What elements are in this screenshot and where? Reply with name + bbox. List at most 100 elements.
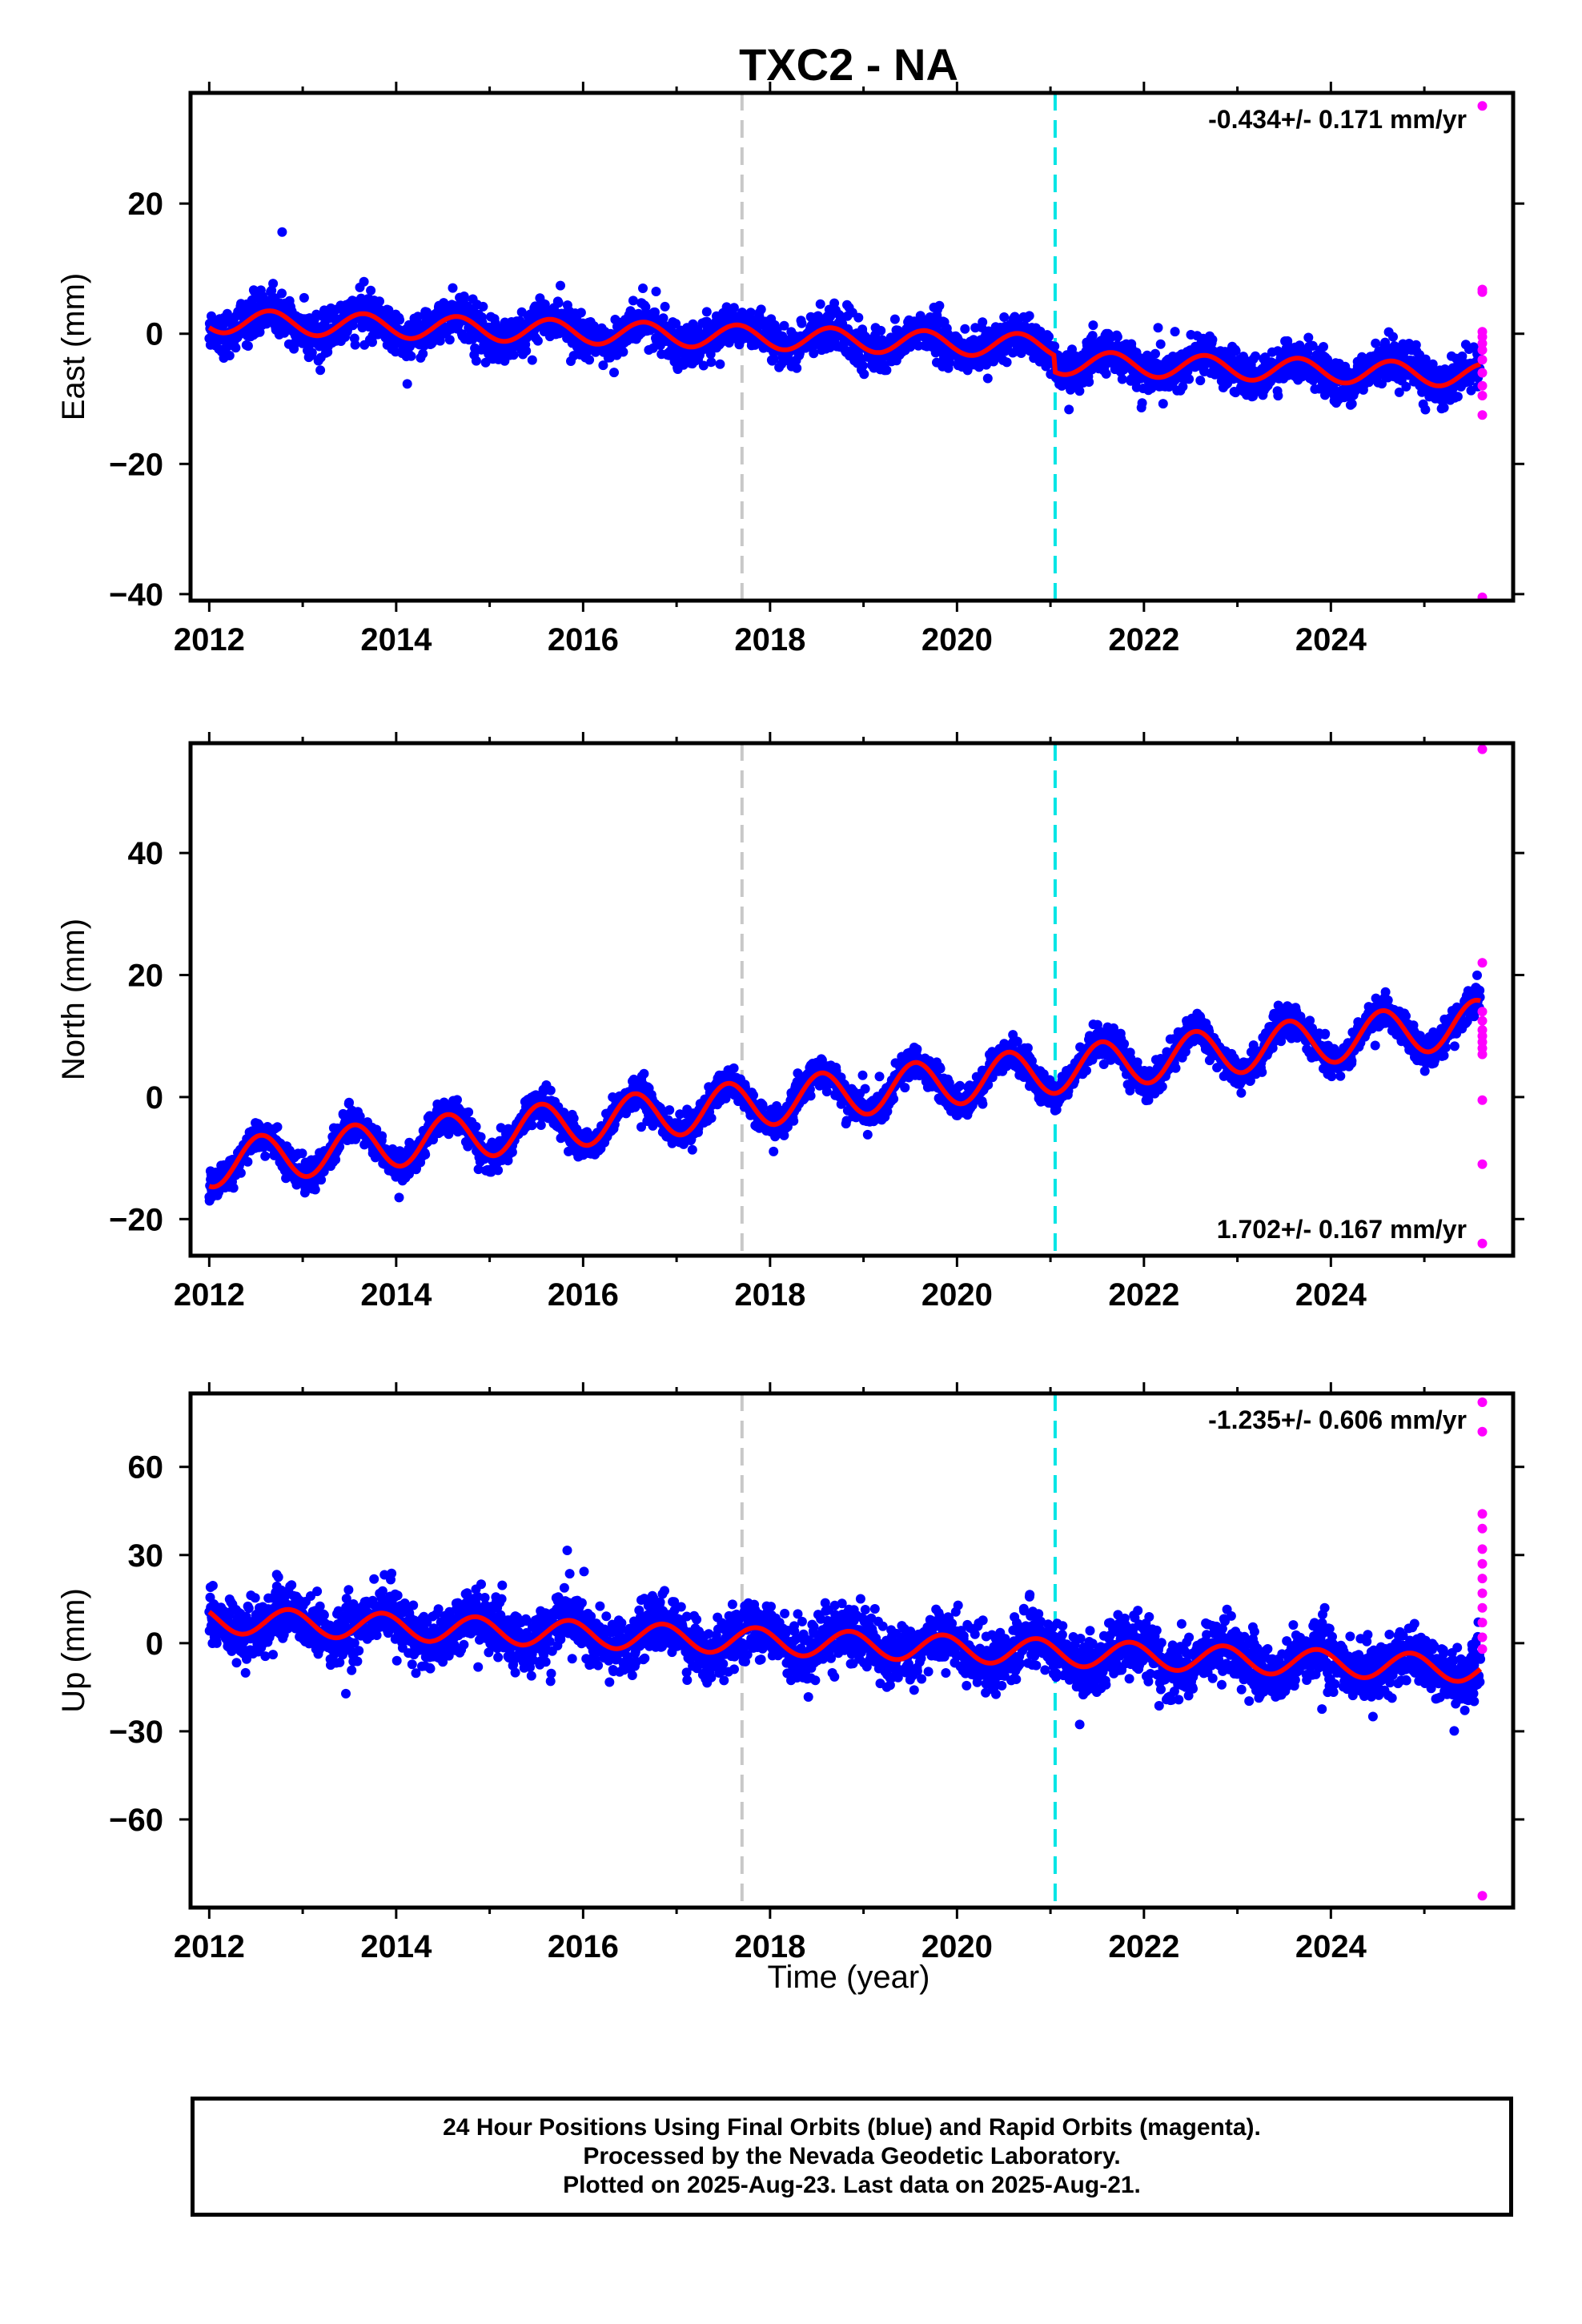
plot-area bbox=[204, 743, 1488, 1256]
final-orbit-point bbox=[1050, 341, 1060, 352]
final-orbit-point bbox=[231, 343, 241, 353]
final-orbit-point bbox=[444, 335, 455, 345]
final-orbit-point bbox=[639, 1068, 649, 1079]
final-orbit-point bbox=[297, 1148, 307, 1159]
final-orbit-point bbox=[316, 1175, 327, 1185]
final-orbit-point bbox=[1170, 327, 1180, 337]
final-orbit-point bbox=[228, 1183, 239, 1193]
final-orbit-point bbox=[260, 1151, 271, 1161]
final-orbit-points bbox=[204, 227, 1486, 415]
rapid-orbit-point bbox=[1477, 287, 1488, 297]
final-orbit-point bbox=[418, 348, 428, 359]
final-orbit-point bbox=[1112, 332, 1122, 342]
final-orbit-point bbox=[853, 312, 864, 323]
final-orbit-point bbox=[331, 1155, 341, 1164]
rapid-orbit-points bbox=[1477, 101, 1488, 601]
final-orbit-point bbox=[420, 1149, 431, 1160]
final-orbit-point bbox=[618, 347, 628, 357]
final-orbit-point bbox=[1439, 403, 1449, 413]
final-orbit-point bbox=[553, 298, 564, 308]
final-orbit-point bbox=[881, 365, 892, 376]
final-orbit-point bbox=[1155, 339, 1166, 349]
y-tick-label: 0 bbox=[146, 317, 163, 352]
final-orbit-point bbox=[527, 355, 537, 365]
final-orbit-point bbox=[576, 308, 586, 318]
final-orbit-point bbox=[706, 357, 717, 368]
final-orbit-point bbox=[224, 351, 235, 360]
final-orbit-point bbox=[934, 300, 945, 311]
final-orbit-point bbox=[671, 319, 681, 329]
final-orbit-point bbox=[394, 1192, 404, 1203]
final-orbit-point bbox=[527, 1120, 537, 1131]
final-orbit-point bbox=[413, 312, 423, 322]
final-orbit-point bbox=[255, 327, 265, 337]
north-panel: 2012 2014 2016 2018 2020 2022 2024−2002040Nort… bbox=[56, 732, 1524, 1313]
final-orbit-point bbox=[1153, 323, 1163, 333]
final-orbit-point bbox=[471, 1121, 481, 1132]
final-orbit-point bbox=[1184, 374, 1195, 384]
final-orbit-point bbox=[377, 1131, 387, 1141]
final-orbit-points bbox=[204, 970, 1486, 1206]
final-orbit-point bbox=[459, 292, 469, 301]
x-tick-label: 2012 bbox=[174, 622, 245, 657]
final-orbit-point bbox=[779, 320, 789, 331]
final-orbit-point bbox=[448, 283, 458, 293]
final-orbit-point bbox=[598, 360, 608, 371]
final-orbit-point bbox=[1319, 342, 1328, 352]
final-orbit-point bbox=[395, 315, 405, 325]
final-orbit-point bbox=[1074, 386, 1085, 396]
rapid-orbit-point bbox=[1477, 355, 1488, 365]
final-orbit-point bbox=[532, 336, 543, 346]
final-orbit-point bbox=[876, 325, 886, 336]
final-orbit-point bbox=[960, 324, 970, 334]
x-tick-label: 2022 bbox=[1108, 622, 1179, 657]
final-orbit-point bbox=[1377, 379, 1387, 389]
final-orbit-point bbox=[1420, 404, 1431, 415]
final-orbit-point bbox=[797, 318, 807, 328]
final-orbit-point bbox=[815, 299, 825, 309]
final-orbit-point bbox=[978, 317, 988, 328]
final-orbit-point bbox=[756, 304, 766, 315]
final-orbit-point bbox=[1420, 354, 1431, 364]
final-orbit-point bbox=[404, 1169, 414, 1179]
final-orbit-point bbox=[609, 368, 619, 378]
final-orbit-point bbox=[859, 369, 869, 380]
final-orbit-point bbox=[650, 307, 660, 317]
final-orbit-point bbox=[651, 287, 661, 296]
final-orbit-point bbox=[452, 1095, 462, 1105]
final-orbit-point bbox=[464, 1107, 474, 1117]
final-orbit-point bbox=[545, 1085, 556, 1096]
chart-title: TXC2 - NA bbox=[739, 39, 958, 90]
final-orbit-point bbox=[359, 276, 369, 287]
final-orbit-point bbox=[640, 302, 651, 312]
final-orbit-point bbox=[1137, 398, 1147, 408]
plot-area bbox=[204, 93, 1488, 601]
rapid-orbit-point bbox=[1477, 410, 1488, 420]
final-orbit-point bbox=[999, 312, 1010, 322]
rapid-orbit-point bbox=[1477, 101, 1488, 111]
rapid-orbit-point bbox=[1477, 338, 1488, 348]
final-orbit-point bbox=[1273, 391, 1283, 401]
final-orbit-point bbox=[235, 1168, 246, 1178]
final-orbit-point bbox=[444, 1129, 454, 1140]
final-orbit-point bbox=[243, 341, 253, 351]
final-orbit-point bbox=[268, 279, 279, 289]
final-orbit-point bbox=[1207, 335, 1218, 345]
final-orbit-point bbox=[628, 296, 638, 306]
final-orbit-point bbox=[406, 351, 416, 361]
final-orbit-point bbox=[729, 303, 739, 313]
y-tick-label: −40 bbox=[109, 577, 163, 613]
final-orbit-point bbox=[1307, 340, 1318, 351]
final-orbit-point bbox=[1427, 359, 1438, 369]
final-orbit-point bbox=[715, 359, 725, 369]
y-tick-label: −20 bbox=[109, 447, 163, 482]
plot-frame bbox=[188, 90, 1516, 603]
rapid-orbit-point bbox=[1477, 391, 1488, 400]
final-orbit-point bbox=[521, 346, 532, 356]
final-orbit-point bbox=[660, 301, 670, 312]
final-orbit-point bbox=[402, 379, 412, 389]
final-orbit-point bbox=[1117, 374, 1127, 384]
final-orbit-point bbox=[493, 1165, 504, 1176]
final-orbit-point bbox=[792, 363, 802, 373]
final-orbit-point bbox=[375, 296, 384, 307]
